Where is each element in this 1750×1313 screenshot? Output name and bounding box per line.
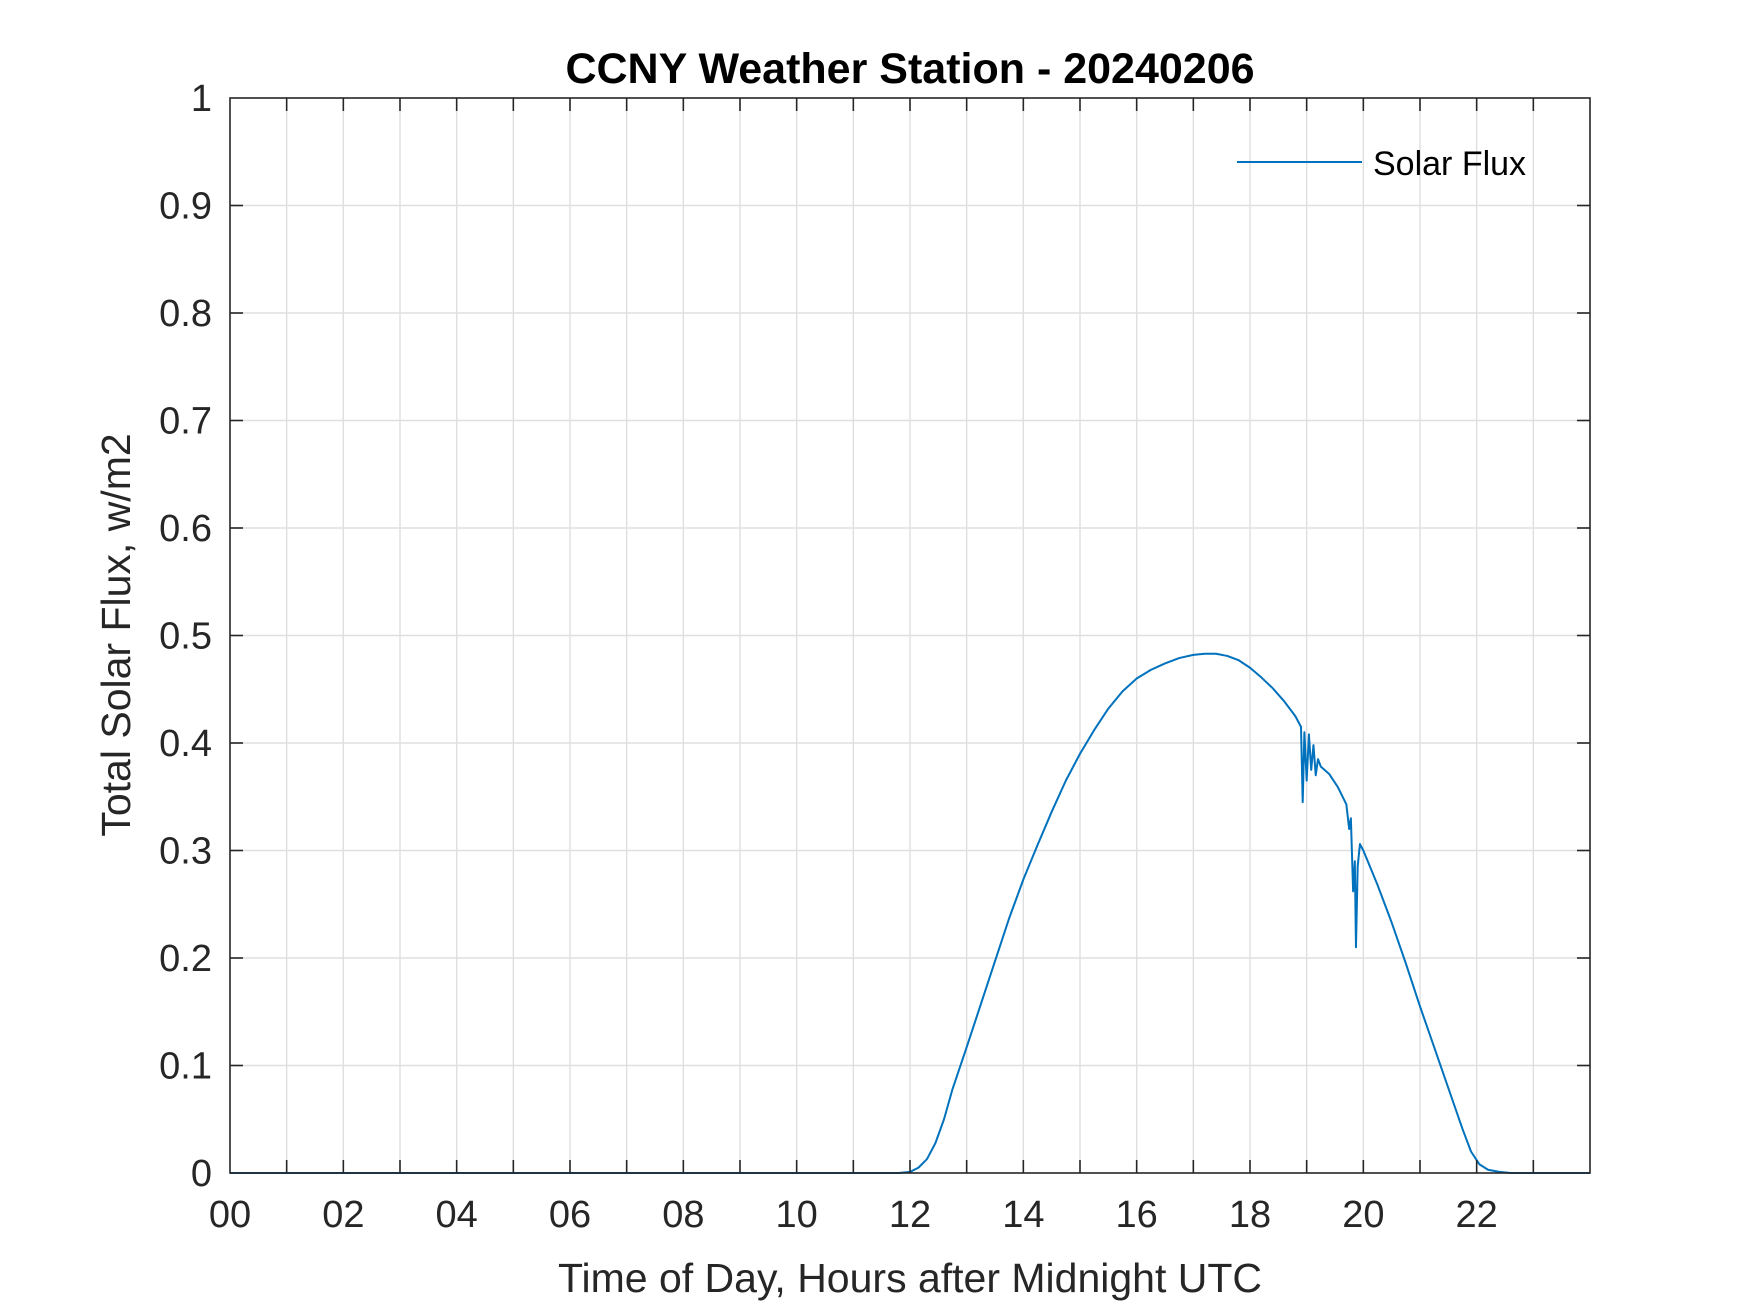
x-tick-label: 12 <box>889 1194 931 1236</box>
grid-lines <box>230 98 1590 1173</box>
x-tick-label: 10 <box>776 1194 818 1236</box>
x-axis-label: Time of Day, Hours after Midnight UTC <box>558 1255 1262 1301</box>
x-tick-label: 22 <box>1456 1194 1498 1236</box>
legend-label-solar-flux: Solar Flux <box>1373 145 1526 183</box>
tick-marks <box>230 98 1590 1173</box>
y-tick-label: 1 <box>191 78 212 120</box>
y-tick-label: 0.5 <box>159 616 212 658</box>
x-tick-label: 18 <box>1229 1194 1271 1236</box>
legend: Solar Flux <box>1237 145 1526 183</box>
y-tick-label: 0.1 <box>159 1046 212 1088</box>
y-tick-label: 0.4 <box>159 723 212 765</box>
y-tick-labels: 0 0.1 0.2 0.3 0.4 0.5 0.6 0.7 0.8 0.9 1 <box>159 78 212 1195</box>
y-tick-label: 0.6 <box>159 508 212 550</box>
x-tick-label: 02 <box>322 1194 364 1236</box>
chart-title: CCNY Weather Station - 20240206 <box>565 45 1254 93</box>
y-tick-label: 0.2 <box>159 938 212 980</box>
x-tick-label: 20 <box>1342 1194 1384 1236</box>
x-tick-label: 16 <box>1116 1194 1158 1236</box>
x-tick-label: 06 <box>549 1194 591 1236</box>
y-tick-label: 0 <box>191 1153 212 1195</box>
y-tick-label: 0.9 <box>159 186 212 228</box>
x-tick-label: 08 <box>662 1194 704 1236</box>
series-layer <box>230 652 1590 1174</box>
y-axis-label: Total Solar Flux, w/m2 <box>93 433 139 836</box>
x-tick-label: 00 <box>209 1194 251 1236</box>
x-tick-label: 14 <box>1002 1194 1044 1236</box>
y-tick-label: 0.3 <box>159 831 212 873</box>
x-tick-label: 04 <box>436 1194 478 1236</box>
series-line-0 <box>230 652 1590 1174</box>
x-tick-labels: 00 02 04 06 08 10 12 14 16 18 20 22 <box>209 1194 1498 1236</box>
y-tick-label: 0.8 <box>159 293 212 335</box>
y-tick-label: 0.7 <box>159 401 212 443</box>
